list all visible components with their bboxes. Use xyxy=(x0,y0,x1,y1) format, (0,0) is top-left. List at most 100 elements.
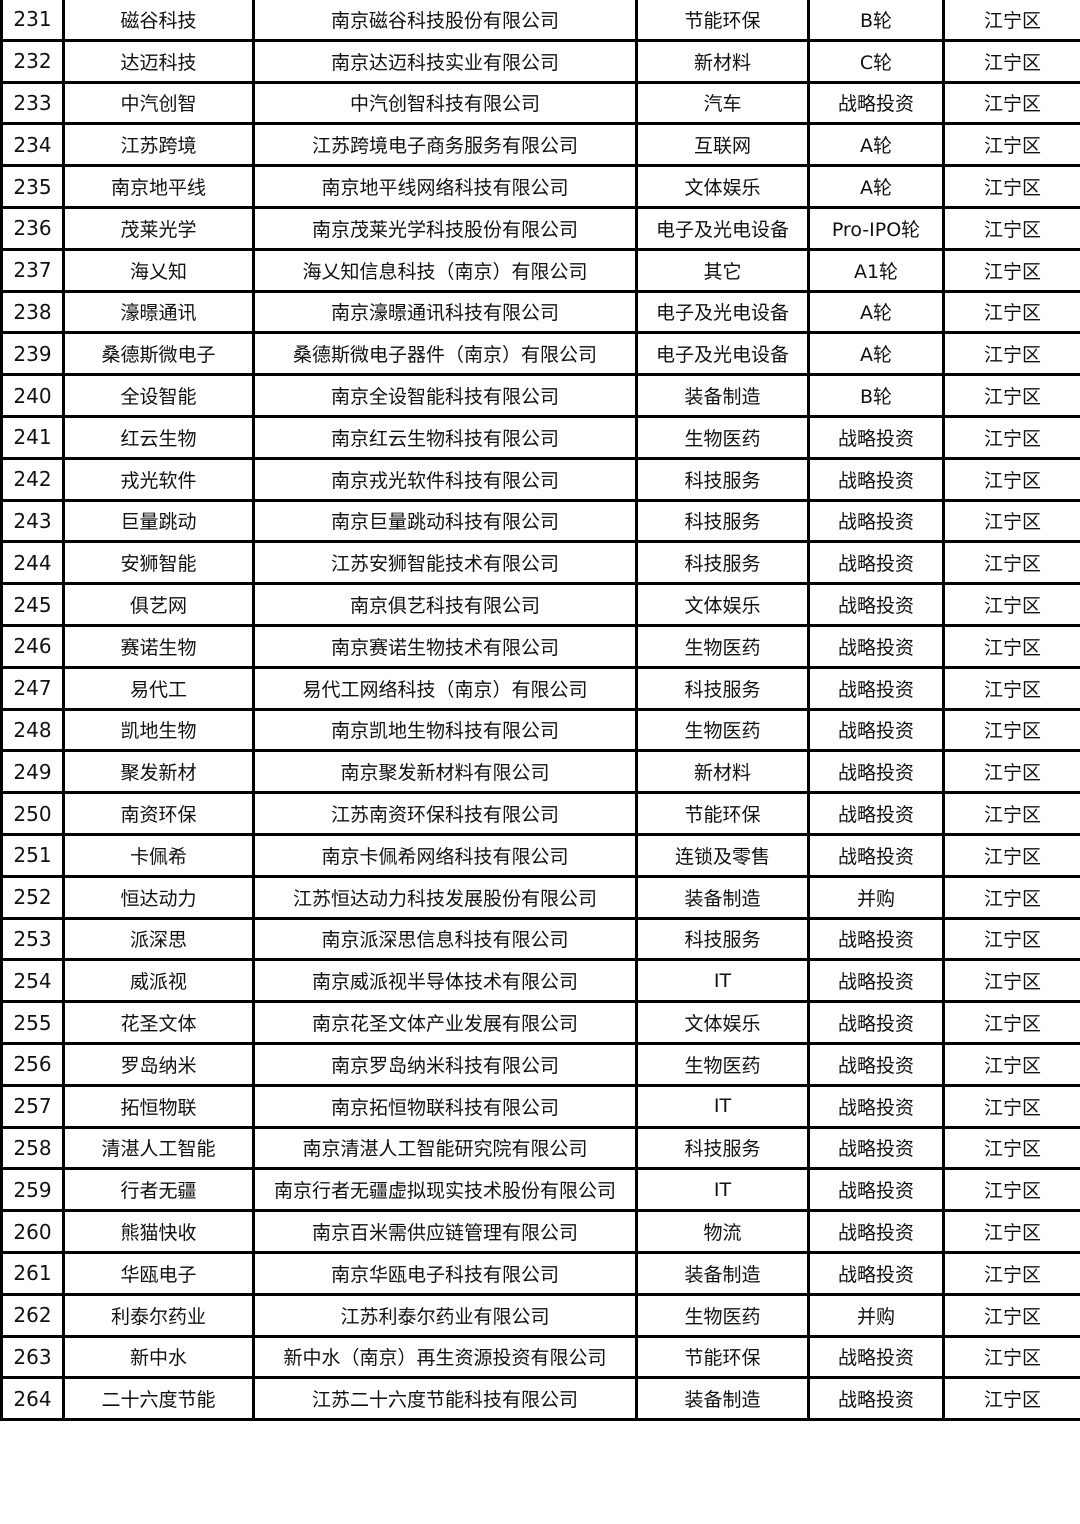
district-cell: 江宁区 xyxy=(942,707,1080,753)
short-name-cell: 江苏跨境 xyxy=(62,122,255,168)
industry-cell: 装备制造 xyxy=(635,1250,810,1296)
industry-cell: 生物医药 xyxy=(635,623,810,669)
district-cell: 江宁区 xyxy=(942,791,1080,836)
company-name-cell: 南京巨量跳动科技有限公司 xyxy=(252,498,638,544)
table-row: 246 赛诺生物 南京赛诺生物技术有限公司 生物医药 战略投资 江宁区 xyxy=(0,623,1080,669)
funding-round-cell: 战略投资 xyxy=(807,1250,945,1296)
short-name-cell: 凯地生物 xyxy=(62,707,255,753)
district-cell: 江宁区 xyxy=(942,38,1080,84)
funding-round-cell: 战略投资 xyxy=(807,414,945,460)
industry-cell: IT xyxy=(635,958,810,1004)
district-cell: 江宁区 xyxy=(942,874,1080,920)
district-cell: 江宁区 xyxy=(942,1083,1080,1129)
funding-round-cell: 战略投资 xyxy=(807,832,945,878)
row-number-cell: 235 xyxy=(0,164,65,209)
district-cell: 江宁区 xyxy=(942,1041,1080,1087)
short-name-cell: 易代工 xyxy=(62,665,255,711)
company-name-cell: 江苏二十六度节能科技有限公司 xyxy=(252,1376,638,1422)
company-name-cell: 南京百米需供应链管理有限公司 xyxy=(252,1209,638,1254)
industry-cell: 连锁及零售 xyxy=(635,832,810,878)
funding-round-cell: 战略投资 xyxy=(807,749,945,795)
funding-round-cell: 战略投资 xyxy=(807,958,945,1004)
short-name-cell: 花圣文体 xyxy=(62,1000,255,1045)
funding-round-cell: A1轮 xyxy=(807,247,945,293)
funding-round-cell: 战略投资 xyxy=(807,1083,945,1129)
district-cell: 江宁区 xyxy=(942,122,1080,168)
district-cell: 江宁区 xyxy=(942,1376,1080,1422)
row-number-cell: 239 xyxy=(0,331,65,377)
company-name-cell: 南京清湛人工智能研究院有限公司 xyxy=(252,1125,638,1171)
district-cell: 江宁区 xyxy=(942,414,1080,460)
district-cell: 江宁区 xyxy=(942,205,1080,251)
company-name-cell: 江苏恒达动力科技发展股份有限公司 xyxy=(252,874,638,920)
funding-round-cell: 战略投资 xyxy=(807,1000,945,1045)
table-row: 255 花圣文体 南京花圣文体产业发展有限公司 文体娱乐 战略投资 江宁区 xyxy=(0,1000,1080,1045)
industry-cell: 科技服务 xyxy=(635,665,810,711)
funding-round-cell: 战略投资 xyxy=(807,1167,945,1213)
industry-cell: 生物医药 xyxy=(635,1041,810,1087)
industry-cell: 装备制造 xyxy=(635,874,810,920)
company-name-cell: 南京威派视半导体技术有限公司 xyxy=(252,958,638,1004)
company-name-cell: 易代工网络科技（南京）有限公司 xyxy=(252,665,638,711)
table-row: 237 海乂知 海乂知信息科技（南京）有限公司 其它 A1轮 江宁区 xyxy=(0,247,1080,293)
district-cell: 江宁区 xyxy=(942,456,1080,502)
company-name-cell: 南京行者无疆虚拟现实技术股份有限公司 xyxy=(252,1167,638,1213)
short-name-cell: 二十六度节能 xyxy=(62,1376,255,1422)
short-name-cell: 熊猫快收 xyxy=(62,1209,255,1254)
table-row: 238 濠暻通讯 南京濠暻通讯科技有限公司 电子及光电设备 A轮 江宁区 xyxy=(0,289,1080,335)
district-cell: 江宁区 xyxy=(942,582,1080,627)
table-row: 258 清湛人工智能 南京清湛人工智能研究院有限公司 科技服务 战略投资 江宁区 xyxy=(0,1125,1080,1171)
short-name-cell: 磁谷科技 xyxy=(62,0,255,42)
table-row: 245 俱艺网 南京俱艺科技有限公司 文体娱乐 战略投资 江宁区 xyxy=(0,582,1080,627)
short-name-cell: 中汽创智 xyxy=(62,80,255,126)
table-row: 252 恒达动力 江苏恒达动力科技发展股份有限公司 装备制造 并购 江宁区 xyxy=(0,874,1080,920)
short-name-cell: 拓恒物联 xyxy=(62,1083,255,1129)
short-name-cell: 清湛人工智能 xyxy=(62,1125,255,1171)
table-row: 234 江苏跨境 江苏跨境电子商务服务有限公司 互联网 A轮 江宁区 xyxy=(0,122,1080,168)
industry-cell: 科技服务 xyxy=(635,456,810,502)
row-number-cell: 241 xyxy=(0,414,65,460)
district-cell: 江宁区 xyxy=(942,1292,1080,1338)
table-row: 260 熊猫快收 南京百米需供应链管理有限公司 物流 战略投资 江宁区 xyxy=(0,1209,1080,1254)
industry-cell: 科技服务 xyxy=(635,540,810,586)
industry-cell: 科技服务 xyxy=(635,1125,810,1171)
table-row: 250 南资环保 江苏南资环保科技有限公司 节能环保 战略投资 江宁区 xyxy=(0,791,1080,836)
row-number-cell: 258 xyxy=(0,1125,65,1171)
table-row: 262 利泰尔药业 江苏利泰尔药业有限公司 生物医药 并购 江宁区 xyxy=(0,1292,1080,1338)
row-number-cell: 231 xyxy=(0,0,65,42)
row-number-cell: 250 xyxy=(0,791,65,836)
district-cell: 江宁区 xyxy=(942,0,1080,42)
table-row: 263 新中水 新中水（南京）再生资源投资有限公司 节能环保 战略投资 江宁区 xyxy=(0,1334,1080,1380)
short-name-cell: 戎光软件 xyxy=(62,456,255,502)
industry-cell: 节能环保 xyxy=(635,1334,810,1380)
row-number-cell: 262 xyxy=(0,1292,65,1338)
funding-round-cell: 战略投资 xyxy=(807,1209,945,1254)
table-row: 232 达迈科技 南京达迈科技实业有限公司 新材料 C轮 江宁区 xyxy=(0,38,1080,84)
table-row: 257 拓恒物联 南京拓恒物联科技有限公司 IT 战略投资 江宁区 xyxy=(0,1083,1080,1129)
table-row: 242 戎光软件 南京戎光软件科技有限公司 科技服务 战略投资 江宁区 xyxy=(0,456,1080,502)
funding-round-cell: 战略投资 xyxy=(807,80,945,126)
table-row: 264 二十六度节能 江苏二十六度节能科技有限公司 装备制造 战略投资 江宁区 xyxy=(0,1376,1080,1422)
industry-cell: 电子及光电设备 xyxy=(635,331,810,377)
row-number-cell: 246 xyxy=(0,623,65,669)
table-row: 248 凯地生物 南京凯地生物科技有限公司 生物医药 战略投资 江宁区 xyxy=(0,707,1080,753)
district-cell: 江宁区 xyxy=(942,665,1080,711)
industry-cell: 文体娱乐 xyxy=(635,1000,810,1045)
short-name-cell: 聚发新材 xyxy=(62,749,255,795)
short-name-cell: 全设智能 xyxy=(62,373,255,418)
district-cell: 江宁区 xyxy=(942,247,1080,293)
district-cell: 江宁区 xyxy=(942,623,1080,669)
table-row: 235 南京地平线 南京地平线网络科技有限公司 文体娱乐 A轮 江宁区 xyxy=(0,164,1080,209)
row-number-cell: 261 xyxy=(0,1250,65,1296)
district-cell: 江宁区 xyxy=(942,832,1080,878)
industry-cell: 文体娱乐 xyxy=(635,582,810,627)
funding-round-cell: A轮 xyxy=(807,289,945,335)
row-number-cell: 256 xyxy=(0,1041,65,1087)
short-name-cell: 俱艺网 xyxy=(62,582,255,627)
short-name-cell: 巨量跳动 xyxy=(62,498,255,544)
short-name-cell: 桑德斯微电子 xyxy=(62,331,255,377)
row-number-cell: 237 xyxy=(0,247,65,293)
short-name-cell: 红云生物 xyxy=(62,414,255,460)
company-name-cell: 南京罗岛纳米科技有限公司 xyxy=(252,1041,638,1087)
short-name-cell: 利泰尔药业 xyxy=(62,1292,255,1338)
